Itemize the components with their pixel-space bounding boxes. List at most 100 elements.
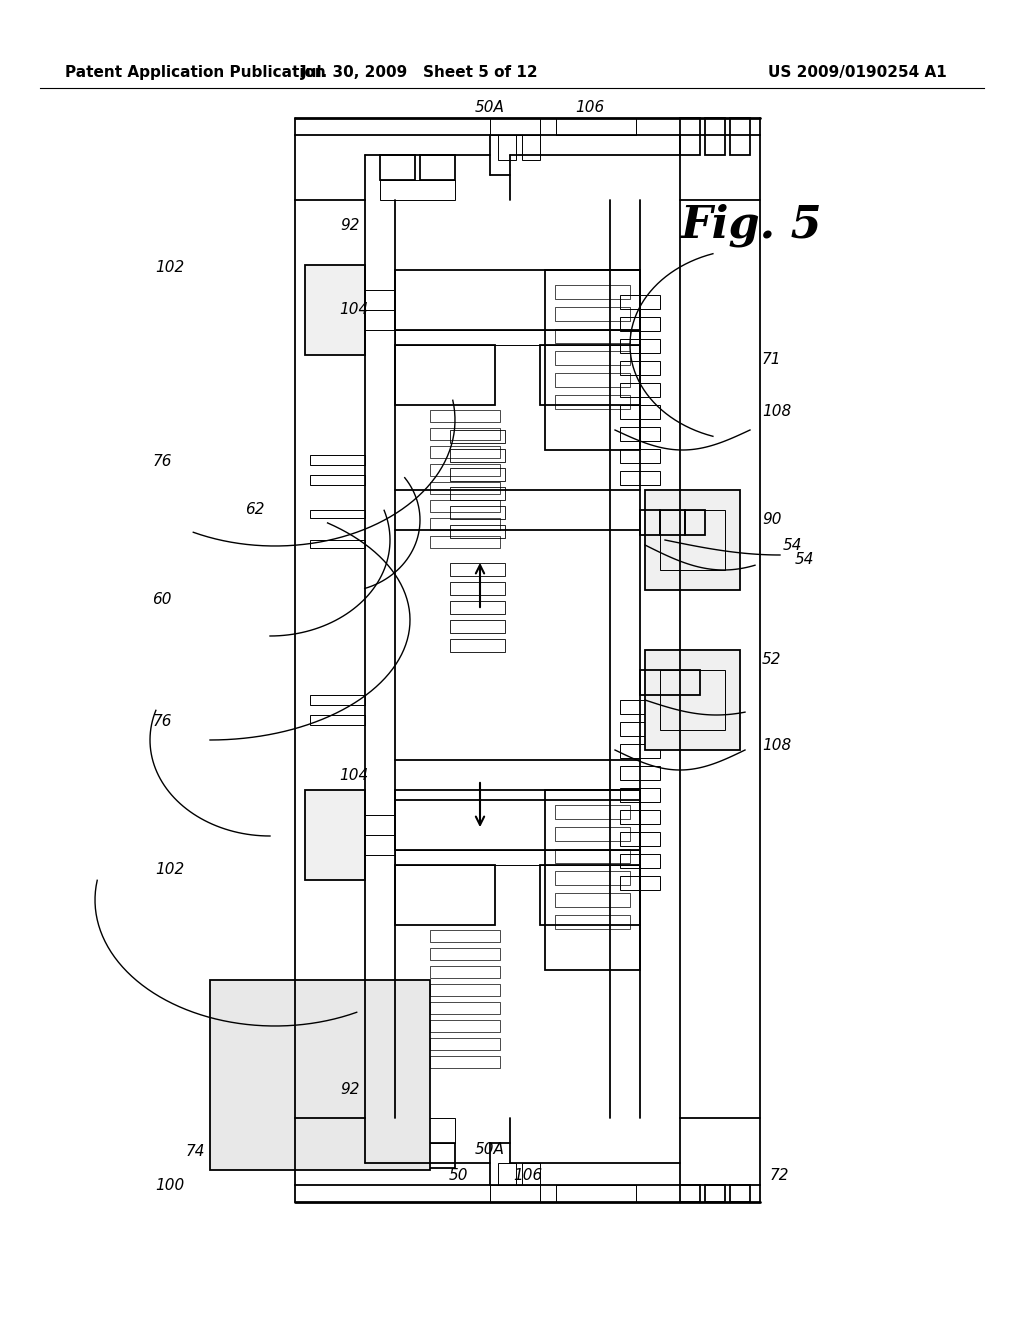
Bar <box>522 1163 540 1185</box>
Bar <box>555 285 630 300</box>
Bar <box>430 428 500 440</box>
Bar <box>620 700 660 714</box>
Text: 102: 102 <box>156 260 185 276</box>
Text: 52: 52 <box>762 652 781 668</box>
Bar <box>555 374 630 387</box>
Bar <box>305 265 365 355</box>
Bar <box>620 744 660 758</box>
Bar <box>430 948 500 960</box>
Bar <box>310 475 365 484</box>
Bar <box>540 345 640 405</box>
Bar <box>380 1143 415 1168</box>
Text: 76: 76 <box>153 714 172 730</box>
Text: 72: 72 <box>770 1167 790 1183</box>
Bar <box>620 876 660 890</box>
Bar <box>620 832 660 846</box>
Bar <box>395 345 495 405</box>
Bar <box>430 482 500 494</box>
Bar <box>620 722 660 737</box>
Bar <box>555 871 630 884</box>
Text: Patent Application Publication: Patent Application Publication <box>65 65 326 79</box>
Bar <box>430 536 500 548</box>
Bar <box>555 395 630 409</box>
Text: 62: 62 <box>246 503 265 517</box>
Bar <box>310 540 365 548</box>
Bar <box>555 351 630 366</box>
Bar <box>555 308 630 321</box>
Bar <box>450 564 505 576</box>
Text: 92: 92 <box>340 1082 359 1097</box>
Bar <box>310 696 365 705</box>
Bar <box>450 620 505 634</box>
Bar <box>620 383 660 397</box>
Bar <box>395 330 640 345</box>
Bar <box>660 510 725 570</box>
Bar <box>730 1185 750 1203</box>
Text: 106: 106 <box>575 99 604 115</box>
Bar <box>640 671 700 696</box>
Bar <box>522 135 540 160</box>
Bar <box>380 180 455 201</box>
Bar <box>705 117 725 154</box>
Bar <box>420 154 455 180</box>
Bar <box>430 500 500 512</box>
Bar <box>490 117 540 135</box>
Bar <box>450 449 505 462</box>
Bar <box>310 455 365 465</box>
Bar <box>395 271 640 330</box>
Text: 71: 71 <box>762 352 781 367</box>
Bar <box>620 426 660 441</box>
Bar <box>450 639 505 652</box>
Bar <box>620 471 660 484</box>
Bar <box>620 810 660 824</box>
Bar <box>620 405 660 418</box>
Bar <box>555 805 630 818</box>
Text: 104: 104 <box>339 767 368 783</box>
Bar <box>395 865 495 925</box>
Bar <box>310 510 365 517</box>
Text: 50A: 50A <box>475 99 505 115</box>
Bar <box>420 1143 455 1168</box>
Text: 90: 90 <box>762 512 781 528</box>
Text: 54: 54 <box>795 553 814 568</box>
Bar <box>395 789 640 850</box>
Bar <box>545 271 640 450</box>
Bar <box>430 966 500 978</box>
Bar <box>305 789 365 880</box>
Bar <box>620 449 660 463</box>
Bar <box>620 360 660 375</box>
Text: 102: 102 <box>156 862 185 878</box>
Bar <box>430 1038 500 1049</box>
Text: 104: 104 <box>339 302 368 318</box>
Bar <box>395 850 640 865</box>
Bar <box>450 525 505 539</box>
Bar <box>555 329 630 343</box>
Bar <box>430 983 500 997</box>
Bar <box>430 1020 500 1032</box>
Text: 100: 100 <box>156 1177 185 1192</box>
Bar <box>645 649 740 750</box>
Bar <box>430 446 500 458</box>
Bar <box>620 854 660 869</box>
Bar <box>490 1185 540 1203</box>
Bar <box>620 766 660 780</box>
Bar <box>450 487 505 500</box>
Text: 108: 108 <box>762 738 792 752</box>
Bar <box>450 601 505 614</box>
Bar <box>660 671 725 730</box>
Text: Fig. 5: Fig. 5 <box>680 203 821 247</box>
Bar <box>450 582 505 595</box>
Text: Jul. 30, 2009   Sheet 5 of 12: Jul. 30, 2009 Sheet 5 of 12 <box>301 65 539 79</box>
Bar <box>555 915 630 929</box>
Text: 60: 60 <box>153 593 172 607</box>
Text: 108: 108 <box>762 404 792 420</box>
Bar <box>730 117 750 154</box>
Bar <box>555 828 630 841</box>
Text: 106: 106 <box>513 1167 543 1183</box>
Bar <box>450 506 505 519</box>
Bar <box>645 490 740 590</box>
Text: 50: 50 <box>449 1167 468 1183</box>
Text: 92: 92 <box>340 218 359 232</box>
Bar <box>498 135 516 160</box>
Bar <box>430 517 500 531</box>
